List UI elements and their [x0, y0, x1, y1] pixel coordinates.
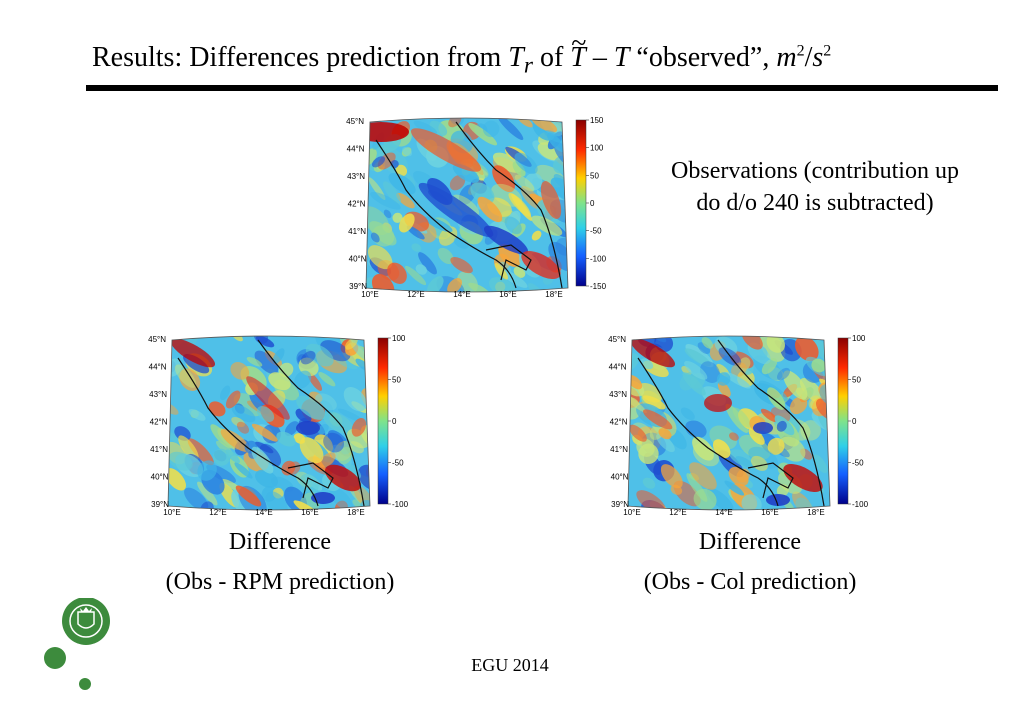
colorbar-tick-label: 50 — [852, 376, 861, 385]
lon-tick-label: 12°E — [209, 508, 226, 517]
lon-tick-label: 12°E — [669, 508, 686, 517]
colorbar-tick-label: 0 — [392, 417, 397, 426]
logo-dot-small — [79, 678, 91, 690]
lat-tick-label: 41°N — [150, 445, 168, 454]
rpm-caption: Difference (Obs - RPM prediction) — [165, 529, 395, 595]
lat-tick-label: 41°N — [610, 445, 628, 454]
lat-tick-label: 42°N — [348, 200, 366, 209]
lon-tick-label: 16°E — [301, 508, 318, 517]
lon-tick-label: 14°E — [715, 508, 732, 517]
lat-tick-label: 40°N — [349, 255, 367, 264]
lat-tick-label: 39°N — [151, 500, 169, 509]
logo-dot-large — [44, 647, 66, 669]
lat-tick-label: 39°N — [611, 500, 629, 509]
colorbar — [575, 119, 587, 287]
lon-tick-label: 18°E — [807, 508, 824, 517]
lat-tick-label: 43°N — [347, 172, 365, 181]
university-logo — [40, 597, 120, 703]
lon-tick-label: 10°E — [163, 508, 180, 517]
lon-tick-label: 14°E — [453, 290, 470, 299]
lon-tick-label: 10°E — [361, 290, 378, 299]
lat-tick-label: 44°N — [609, 363, 627, 372]
observations-map-panel: 45°N 44°N 43°N 42°N 41°N 40°N 39°N 10°E 12°E 14°E… — [336, 110, 616, 300]
lat-tick-label: 41°N — [348, 227, 366, 236]
lon-tick-label: 18°E — [545, 290, 562, 299]
colorbar-tick-label: -100 — [590, 254, 607, 263]
lat-tick-label: 40°N — [151, 473, 169, 482]
lat-tick-label: 45°N — [346, 117, 364, 126]
lat-tick-label: 45°N — [148, 335, 166, 344]
lon-tick-label: 10°E — [623, 508, 640, 517]
colorbar-tick-label: -50 — [590, 227, 602, 236]
lon-tick-label: 12°E — [407, 290, 424, 299]
lon-tick-label: 16°E — [761, 508, 778, 517]
lat-tick-label: 43°N — [609, 390, 627, 399]
colorbar — [837, 337, 849, 505]
lat-tick-label: 45°N — [608, 335, 626, 344]
slide-title: Results: Differences prediction from Tr … — [92, 28, 832, 79]
colorbar-tick-label: -150 — [590, 282, 607, 291]
colorbar-tick-label: 0 — [590, 199, 595, 208]
colorbar-tick-label: 50 — [392, 376, 401, 385]
lat-tick-label: 42°N — [610, 418, 628, 427]
colorbar-tick-label: 100 — [852, 334, 866, 343]
footer-text: EGU 2014 — [471, 655, 549, 675]
observations-caption: Observations (contribution up do d/o 240… — [671, 158, 959, 216]
colorbar-tick-label: -50 — [852, 459, 864, 468]
colorbar-tick-label: -100 — [392, 500, 409, 509]
lat-tick-label: 39°N — [349, 282, 367, 291]
lat-tick-label: 43°N — [149, 390, 167, 399]
lat-tick-label: 42°N — [150, 418, 168, 427]
lat-tick-label: 44°N — [347, 145, 365, 154]
colorbar-tick-label: -50 — [392, 459, 404, 468]
colorbar-tick-label: 100 — [590, 144, 604, 153]
lon-tick-label: 16°E — [499, 290, 516, 299]
colorbar-tick-label: -100 — [852, 500, 869, 509]
col-difference-map-panel: 45°N 44°N 43°N 42°N 41°N 40°N 39°N 10°E 12°E 14°E… — [598, 328, 878, 518]
col-caption: Difference (Obs - Col prediction) — [643, 529, 857, 595]
colorbar-tick-label: 50 — [590, 171, 599, 180]
title-divider — [86, 85, 998, 91]
colorbar-tick-label: 0 — [852, 417, 857, 426]
lon-tick-label: 18°E — [347, 508, 364, 517]
colorbar — [377, 337, 389, 505]
lat-tick-label: 40°N — [611, 473, 629, 482]
lon-tick-label: 14°E — [255, 508, 272, 517]
colorbar-tick-label: 150 — [590, 116, 604, 125]
colorbar-tick-label: 100 — [392, 334, 406, 343]
rpm-difference-map-panel: 45°N 44°N 43°N 42°N 41°N 40°N 39°N 10°E 12°E 14°E… — [138, 328, 418, 518]
seal-icon — [62, 597, 110, 645]
lat-tick-label: 44°N — [149, 363, 167, 372]
